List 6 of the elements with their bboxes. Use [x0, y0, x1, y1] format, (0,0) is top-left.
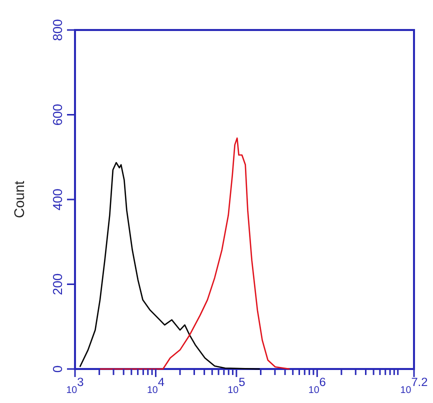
y-tick-label: 600 [50, 104, 65, 126]
y-tick-label: 0 [50, 365, 65, 373]
y-tick-label: 400 [50, 188, 65, 210]
y-axis-title: Count [11, 180, 27, 218]
y-tick-label: 800 [50, 19, 65, 41]
y-tick-label: 200 [50, 273, 65, 296]
